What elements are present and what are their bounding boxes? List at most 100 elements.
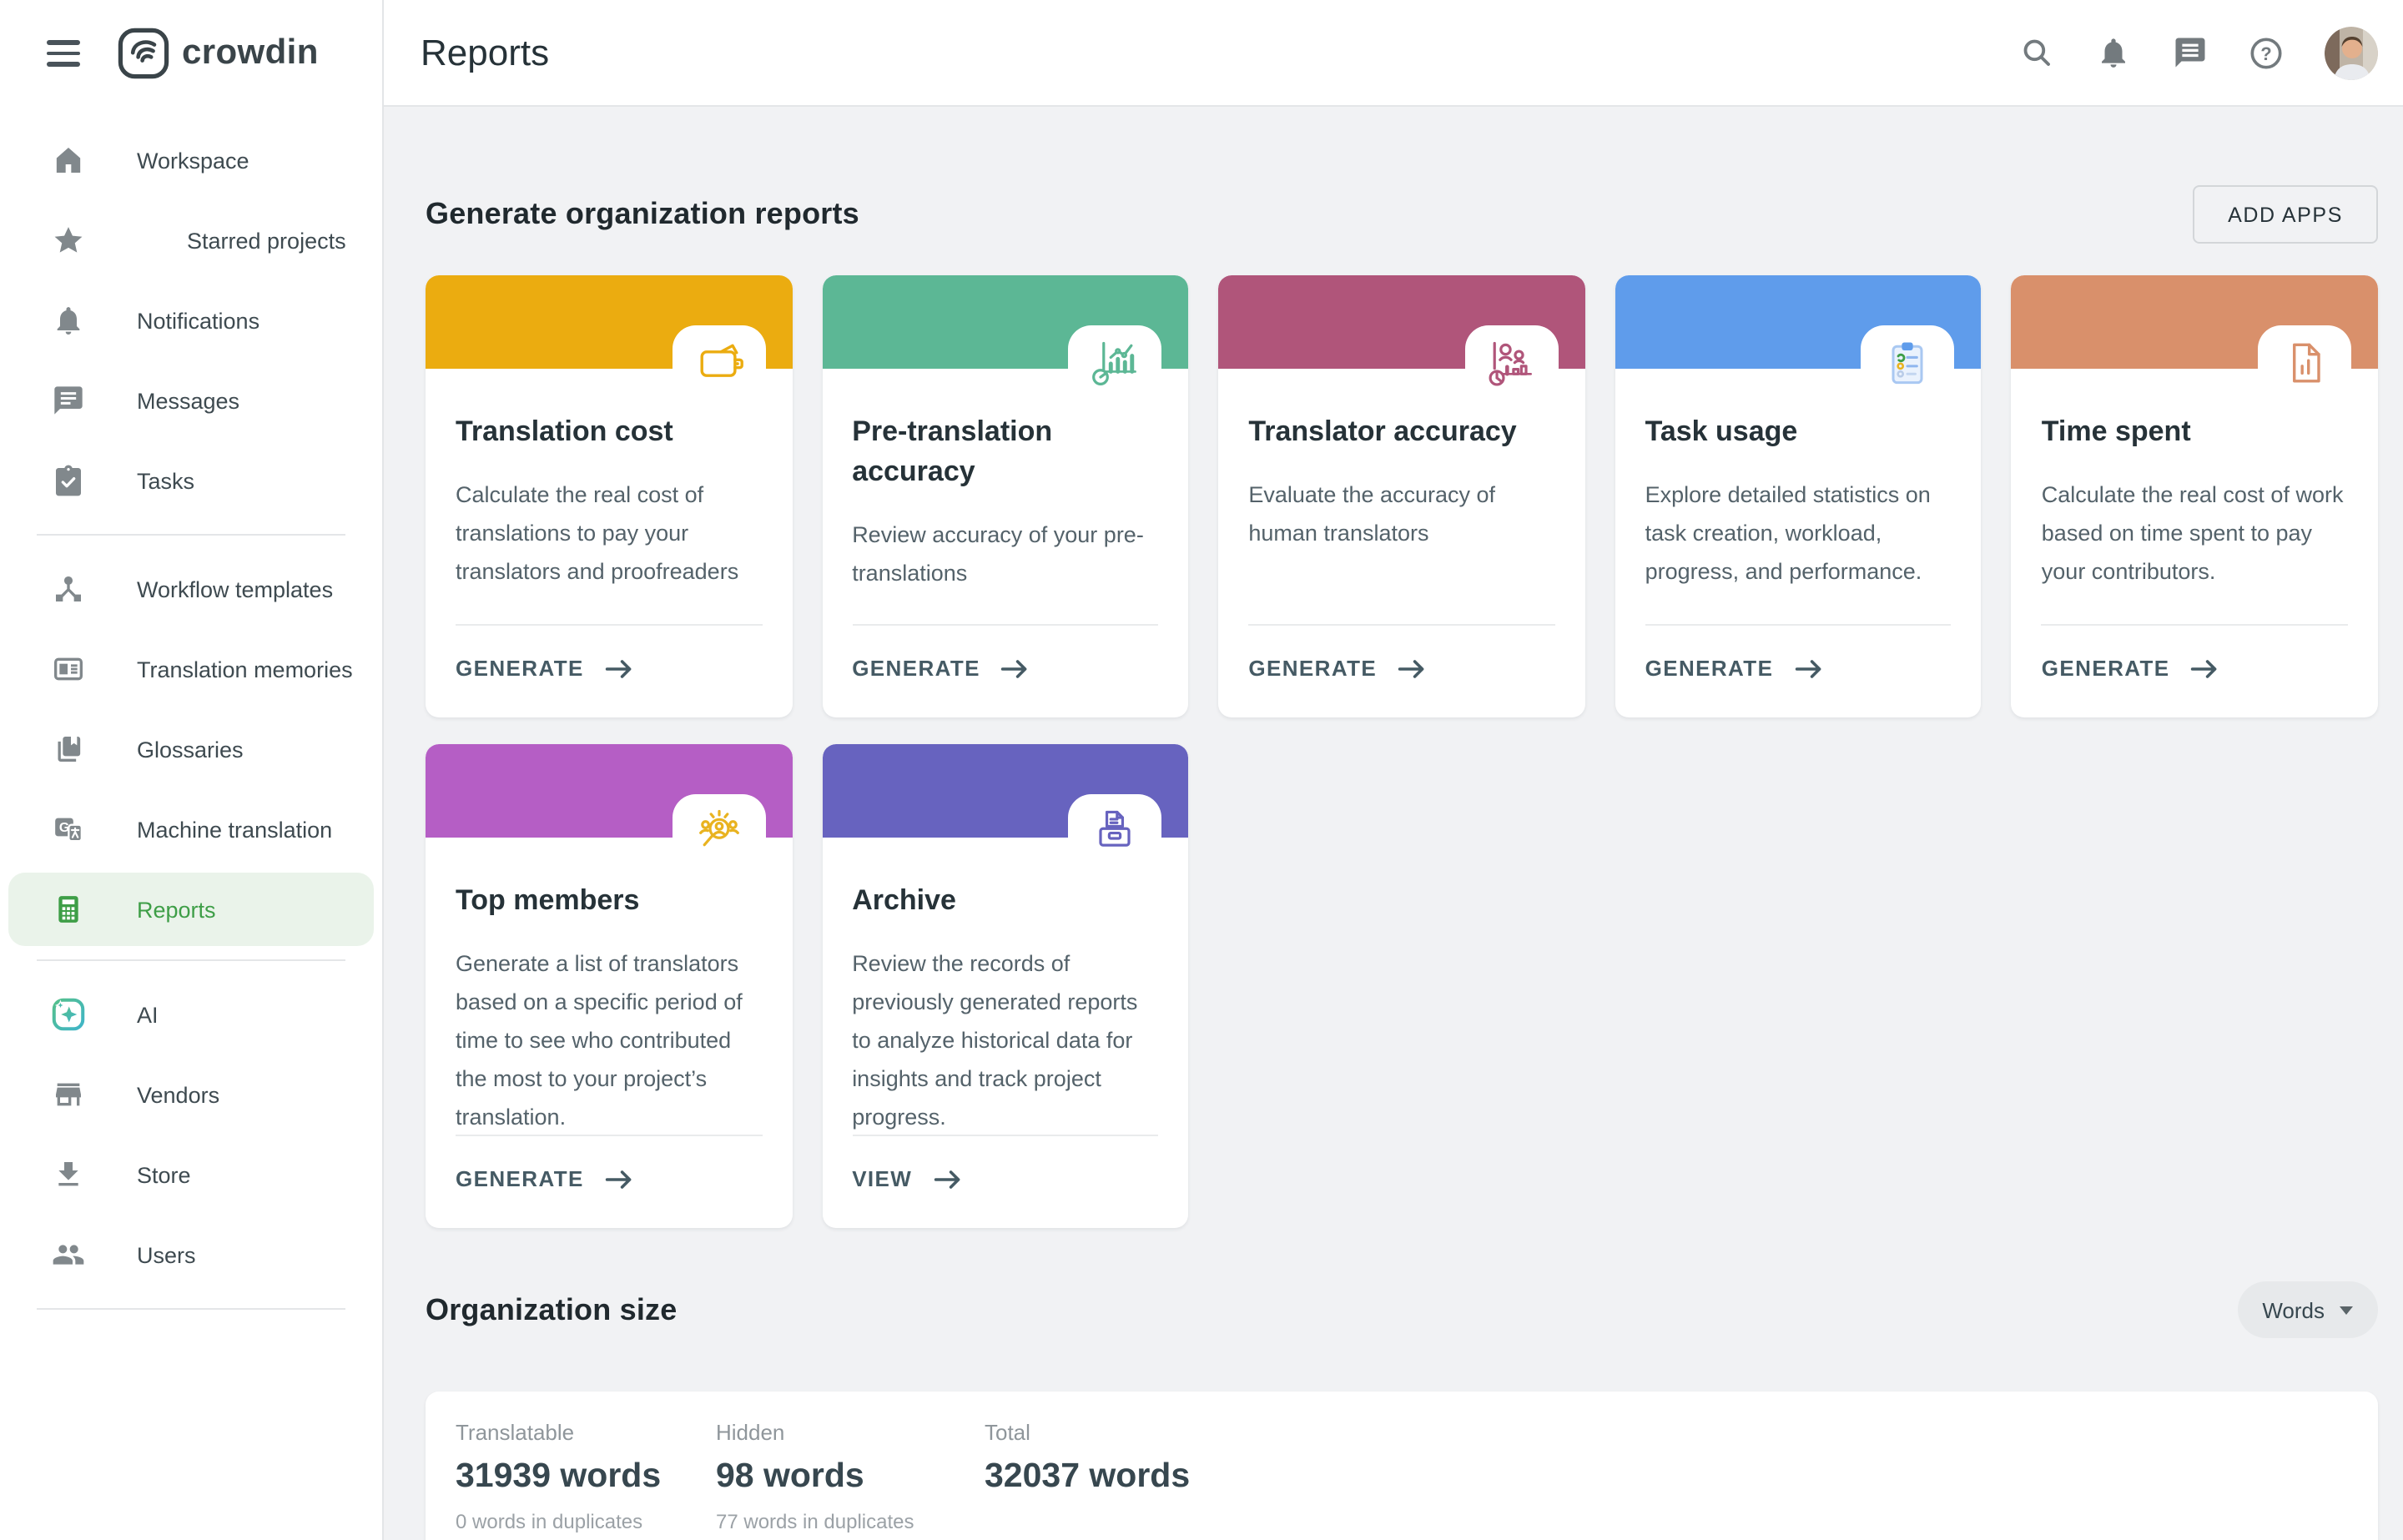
notifications-bell-icon[interactable]	[2094, 34, 2131, 71]
generate-link[interactable]: GENERATE	[456, 656, 634, 681]
help-icon[interactable]: ?	[2248, 34, 2285, 71]
sidebar-item-label: Translation memories	[137, 657, 353, 682]
generate-link[interactable]: GENERATE	[1248, 656, 1427, 681]
stat-note: 77 words in duplicates	[716, 1510, 914, 1533]
card-description: Calculate the real cost of translations …	[456, 481, 739, 584]
card-footer: VIEW	[852, 1135, 1159, 1228]
task-clipboard-icon	[1861, 325, 1955, 402]
generate-link[interactable]: GENERATE	[852, 656, 1030, 681]
sidebar-item-label: Workflow templates	[137, 576, 334, 601]
home-icon	[50, 142, 87, 179]
card-footer: GENERATE	[456, 1135, 763, 1228]
sidebar-item-ai[interactable]: AI	[0, 974, 382, 1054]
report-card-task-usage: Task usage Explore detailed statistics o…	[1615, 275, 1982, 717]
sidebar-item-store[interactable]: Store	[0, 1135, 382, 1215]
clipboard-check-icon	[50, 462, 87, 499]
crowdin-logo-icon	[118, 28, 169, 79]
sidebar-item-reports[interactable]: Reports	[8, 873, 374, 946]
workflow-icon	[50, 571, 87, 607]
message-icon	[50, 382, 87, 419]
arrow-right-icon	[934, 1170, 960, 1188]
sidebar-item-workspace[interactable]: Workspace	[0, 120, 382, 200]
sidebar-item-translation-memories[interactable]: Translation memories	[0, 629, 382, 709]
card-title: Translator accuracy	[1248, 415, 1517, 447]
card-description: Review the records of previously generat…	[852, 950, 1138, 1130]
messages-chat-icon[interactable]	[2171, 34, 2208, 71]
reports-heading: Generate organization reports	[426, 197, 859, 230]
arrow-right-icon	[2191, 659, 2217, 677]
wallet-icon	[672, 325, 766, 402]
stat-hidden: Hidden 98 words 77 words in duplicates	[716, 1420, 985, 1533]
sidebar-divider	[37, 534, 345, 536]
sidebar-item-starred-projects[interactable]: Starred projects	[0, 200, 382, 280]
ai-sparkle-icon	[50, 996, 87, 1033]
bell-icon	[50, 302, 87, 339]
unit-selector-dropdown[interactable]: Words	[2237, 1281, 2378, 1338]
sidebar-item-label: AI	[137, 1002, 159, 1027]
report-cards-row-2: Top members Generate a list of translato…	[426, 744, 2378, 1228]
sidebar-item-label: Starred projects	[187, 228, 346, 253]
stat-total: Total 32037 words	[985, 1420, 2348, 1533]
sidebar-item-glossaries[interactable]: Glossaries	[0, 709, 382, 789]
card-description: Review accuracy of your pre-translations	[852, 521, 1144, 586]
sidebar: crowdin Workspace Starred projects Notif…	[0, 0, 384, 1540]
generate-link[interactable]: GENERATE	[2042, 656, 2220, 681]
card-description: Calculate the real cost of work based on…	[2041, 481, 2344, 584]
reports-section-head: Generate organization reports ADD APPS	[426, 185, 2378, 244]
sidebar-item-users[interactable]: Users	[0, 1215, 382, 1295]
sidebar-item-machine-translation[interactable]: G Machine translation	[0, 789, 382, 869]
sidebar-item-label: Glossaries	[137, 737, 244, 762]
stat-label: Translatable	[456, 1420, 575, 1445]
sidebar-item-label: Reports	[137, 897, 216, 922]
people-analytics-icon	[1464, 325, 1559, 402]
org-size-heading: Organization size	[426, 1292, 678, 1326]
sidebar-divider	[37, 959, 345, 961]
arrow-right-icon	[1001, 659, 1028, 677]
sidebar-item-workflow-templates[interactable]: Workflow templates	[0, 549, 382, 629]
page-title: Reports	[421, 31, 550, 73]
people-icon	[50, 1236, 87, 1273]
crowdin-logo[interactable]: crowdin	[117, 27, 319, 80]
report-cards-row-1: Translation cost Calculate the real cost…	[426, 275, 2378, 717]
svg-text:?: ?	[2260, 43, 2271, 63]
sidebar-item-messages[interactable]: Messages	[0, 360, 382, 440]
card-footer: GENERATE	[1248, 624, 1555, 717]
card-footer: GENERATE	[852, 624, 1159, 717]
stat-note: 0 words in duplicates	[456, 1510, 643, 1533]
add-apps-button[interactable]: ADD APPS	[2193, 185, 2378, 244]
chart-gauge-icon	[1068, 325, 1162, 402]
sidebar-item-label: Notifications	[137, 308, 260, 333]
stat-value: 98 words	[716, 1457, 864, 1495]
card-title: Pre-translation accuracy	[852, 415, 1053, 487]
card-footer: GENERATE	[2041, 624, 2348, 717]
view-link[interactable]: VIEW	[852, 1166, 962, 1191]
arrow-right-icon	[1795, 659, 1821, 677]
user-avatar[interactable]	[2325, 26, 2378, 79]
calculator-icon	[50, 891, 87, 928]
sidebar-item-label: Machine translation	[137, 817, 333, 842]
memory-card-icon	[50, 651, 87, 687]
sidebar-item-tasks[interactable]: Tasks	[0, 440, 382, 521]
hamburger-menu-icon[interactable]	[47, 40, 80, 67]
card-footer: GENERATE	[1645, 624, 1952, 717]
generate-link[interactable]: GENERATE	[456, 1166, 634, 1191]
card-title: Translation cost	[456, 415, 673, 447]
sidebar-divider	[37, 1308, 345, 1310]
translate-icon: G	[50, 811, 87, 848]
chevron-down-icon	[2340, 1306, 2353, 1314]
svg-text:G: G	[59, 821, 69, 835]
card-title: Archive	[852, 884, 956, 916]
brand-wordmark: crowdin	[182, 33, 319, 72]
report-card-archive: Archive Review the records of previously…	[822, 744, 1189, 1228]
search-icon[interactable]	[2018, 34, 2054, 71]
generate-link[interactable]: GENERATE	[1645, 656, 1824, 681]
brand-row: crowdin	[0, 0, 382, 107]
books-icon	[50, 731, 87, 767]
arrow-right-icon	[605, 1170, 632, 1188]
main-content: Generate organization reports ADD APPS T…	[384, 107, 2403, 1540]
sidebar-item-vendors[interactable]: Vendors	[0, 1054, 382, 1135]
stat-translatable: Translatable 31939 words 0 words in dupl…	[456, 1420, 716, 1533]
sidebar-item-label: Store	[137, 1162, 191, 1187]
sidebar-item-notifications[interactable]: Notifications	[0, 280, 382, 360]
